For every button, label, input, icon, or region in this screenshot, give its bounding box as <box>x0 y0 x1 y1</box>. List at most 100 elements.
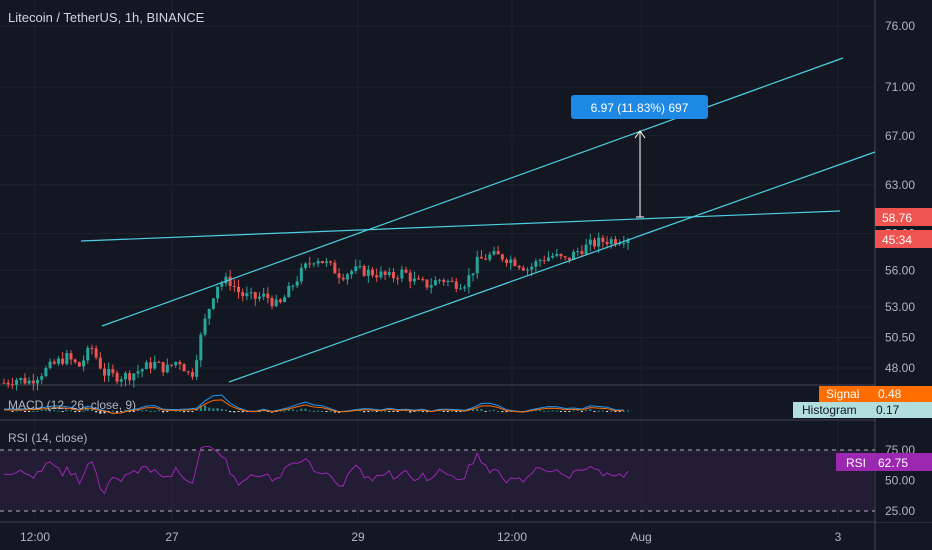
candle-body <box>580 251 584 255</box>
price-axis[interactable]: 76.0071.0067.0063.0059.0056.0053.0050.50… <box>876 0 932 522</box>
macd-histogram-bar <box>555 410 558 412</box>
candle-body <box>333 262 337 274</box>
rsi-title[interactable]: RSI (14, close) <box>8 431 87 445</box>
macd-histogram-bar <box>166 411 169 412</box>
macd-histogram-bar <box>425 411 428 413</box>
time-axis[interactable]: 12:00 27 29 12:00 Aug 3 <box>20 530 842 544</box>
candle-body <box>211 298 215 309</box>
macd-histogram-bar <box>409 411 412 413</box>
macd-histogram-bar <box>559 411 562 412</box>
candle-body <box>534 261 538 267</box>
macd-histogram-bar <box>124 409 127 411</box>
macd-histogram-bar <box>358 410 361 412</box>
candle-body <box>216 286 220 299</box>
candle-body <box>245 293 249 297</box>
candle-body <box>404 269 408 273</box>
price-tick-label: 71.00 <box>885 80 915 94</box>
price-tick-label: 76.00 <box>885 19 915 33</box>
candle-body <box>299 267 303 282</box>
price-tick-label: 67.00 <box>885 129 915 143</box>
candle-body <box>224 276 228 284</box>
candle-body <box>107 369 111 376</box>
measure-tool[interactable]: 6.97 (11.83%) 697 <box>571 95 708 218</box>
macd-histogram-bar <box>308 410 311 412</box>
price-tick-label: 56.00 <box>885 263 915 277</box>
candle-body <box>111 369 115 373</box>
candle-body <box>329 261 333 263</box>
macd-histogram-bar <box>501 411 504 413</box>
candle-body <box>257 296 261 299</box>
macd-histogram-bar <box>484 411 487 412</box>
histogram-value: 0.17 <box>876 403 900 417</box>
candle-body <box>153 361 157 369</box>
candle-body <box>291 285 295 287</box>
candle-body <box>249 292 253 294</box>
macd-histogram-bar <box>61 411 64 412</box>
macd-histogram-bar <box>480 409 483 411</box>
macd-title[interactable]: MACD (12, 26, close, 9) <box>8 398 136 412</box>
candle-body <box>228 276 232 287</box>
price-tick-label: 53.00 <box>885 300 915 314</box>
macd-histogram-bar <box>392 411 395 412</box>
macd-histogram-bar <box>95 411 98 413</box>
drawing-trendlines[interactable] <box>80 57 876 383</box>
candle-body <box>555 253 559 256</box>
candle-body <box>429 285 433 288</box>
candle-body <box>165 364 169 373</box>
candle-body <box>287 285 291 298</box>
countdown-tag: 45:34 <box>875 230 932 248</box>
macd-histogram-bar <box>174 410 177 412</box>
candle-body <box>505 259 509 264</box>
candle-body <box>266 293 270 299</box>
macd-histogram-bar <box>145 409 148 411</box>
macd-histogram-bar <box>57 410 60 412</box>
candle-body <box>450 280 454 282</box>
candle-body <box>425 279 429 288</box>
macd-histogram-bar <box>505 411 508 413</box>
candle-body <box>341 277 345 280</box>
candle-body <box>605 241 609 245</box>
candle-body <box>199 334 203 361</box>
candle-body <box>149 362 153 369</box>
price-tick-label: 50.50 <box>885 330 915 344</box>
candle-body <box>98 357 102 369</box>
macd-histogram-bar <box>116 411 119 413</box>
macd-histogram-bar <box>622 410 625 412</box>
candle-body <box>220 283 224 287</box>
macd-histogram-bar <box>279 410 282 412</box>
candle-body <box>371 269 375 276</box>
candle-body <box>609 239 613 245</box>
candle-body <box>123 373 127 380</box>
macd-histogram-bar <box>78 411 81 412</box>
macd-histogram-bar <box>601 410 604 412</box>
rsi-band <box>0 450 875 511</box>
macd-histogram-bar <box>455 411 458 413</box>
candle-body <box>203 318 207 335</box>
candle-body <box>15 379 19 385</box>
time-tick-label: 12:00 <box>497 530 527 544</box>
candle-body <box>538 260 542 262</box>
candle-body <box>463 287 467 289</box>
macd-histogram-bar <box>107 411 110 412</box>
symbol-title[interactable]: Litecoin / TetherUS, 1h, BINANCE <box>8 10 205 25</box>
candle-body <box>433 280 437 286</box>
candle-body <box>559 253 563 257</box>
candle-body <box>417 278 421 280</box>
macd-histogram-bar <box>187 411 190 413</box>
candle-body <box>396 278 400 280</box>
time-tick-label: Aug <box>630 530 651 544</box>
candle-body <box>601 237 605 242</box>
macd-histogram-bar <box>70 410 73 412</box>
candle-body <box>82 360 86 367</box>
macd-histogram-bar <box>610 410 613 412</box>
candle-body <box>324 261 328 264</box>
macd-histogram-bar <box>258 411 261 412</box>
macd-histogram-bar <box>497 410 500 412</box>
histogram-tag: Histogram 0.17 <box>793 402 932 418</box>
candle-body <box>174 361 178 366</box>
macd-histogram-bar <box>23 411 26 412</box>
candle-body <box>391 272 395 279</box>
candle-body <box>521 267 525 271</box>
candle-body <box>115 372 119 382</box>
